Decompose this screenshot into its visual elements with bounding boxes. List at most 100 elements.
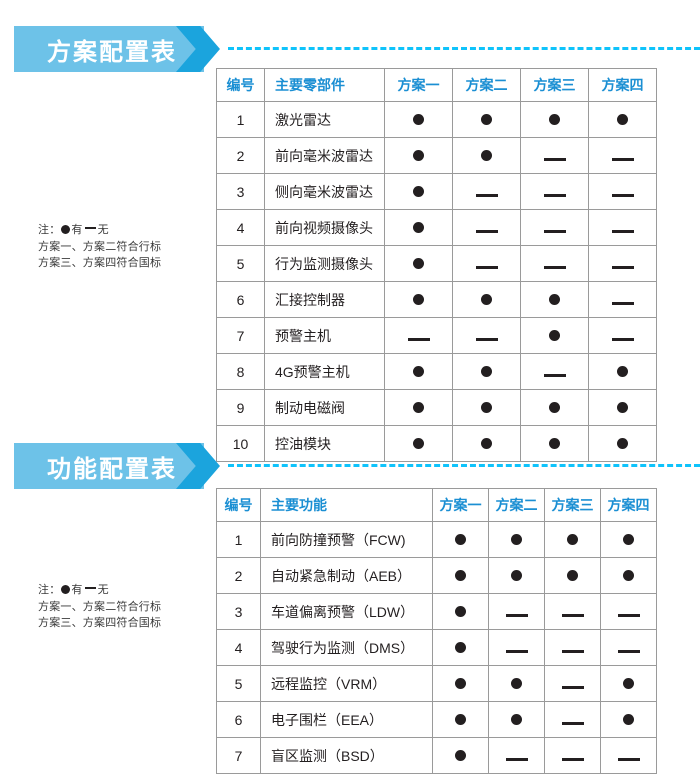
table-row: 6 汇接控制器 (216, 281, 657, 318)
cell-mark-plan-3 (544, 593, 601, 630)
supported-dot-icon (549, 437, 560, 449)
cell-mark-plan-2 (452, 317, 521, 354)
cell-mark-plan-3 (544, 557, 601, 594)
banner-body-components: 方案配置表 (14, 26, 204, 72)
supported-dot-icon (567, 569, 578, 581)
table-row: 1 前向防撞预警（FCW) (216, 521, 657, 558)
not-supported-dash-icon (617, 613, 640, 617)
cell-mark-plan-4 (588, 173, 657, 210)
cell-mark-plan-4 (600, 557, 657, 594)
not-supported-dash-icon (475, 193, 498, 197)
table-body-functions: 1 前向防撞预警（FCW) 2 自动紧急制动（AEB） 3 车道偏离预警（LDW） 4 驾驶行… (216, 521, 657, 774)
section-components: 方案配置表 (0, 26, 700, 72)
supported-dot-icon (413, 257, 424, 269)
cell-mark-plan-2 (488, 737, 545, 774)
column-header-name: 主要零部件 (264, 68, 385, 102)
cell-mark-plan-1 (384, 389, 453, 426)
supported-dot-icon (549, 401, 560, 413)
cell-mark-plan-1 (384, 245, 453, 282)
note-legend-line-components: 注： 有 无 (38, 222, 213, 239)
cell-name: 盲区监测（BSD） (260, 737, 433, 774)
cell-mark-plan-1 (432, 665, 489, 702)
cell-mark-plan-4 (600, 593, 657, 630)
cell-mark-plan-2 (452, 173, 521, 210)
cell-no: 3 (216, 593, 261, 630)
not-supported-dash-icon (561, 685, 584, 689)
not-supported-dash-icon (611, 229, 634, 233)
not-supported-dash-icon (561, 613, 584, 617)
cell-mark-plan-2 (488, 521, 545, 558)
not-supported-dash-icon (611, 193, 634, 197)
table-row: 4 驾驶行为监测（DMS） (216, 629, 657, 666)
cell-mark-plan-2 (488, 665, 545, 702)
not-supported-dash-icon (407, 337, 430, 341)
cell-mark-plan-3 (520, 317, 589, 354)
supported-dot-icon (549, 329, 560, 341)
cell-no: 1 (216, 101, 265, 138)
supported-dot-icon (455, 641, 466, 653)
table-row: 9 制动电磁阀 (216, 389, 657, 426)
table-row: 7 盲区监测（BSD） (216, 737, 657, 774)
table-row: 6 电子围栏（EEA） (216, 701, 657, 738)
cell-mark-plan-4 (600, 521, 657, 558)
cell-no: 3 (216, 173, 265, 210)
supported-dot-icon (481, 113, 492, 125)
cell-name: 4G预警主机 (264, 353, 385, 390)
supported-dot-icon (549, 293, 560, 305)
cell-mark-plan-2 (488, 629, 545, 666)
column-header-plan-1: 方案一 (432, 488, 489, 522)
supported-dot-icon (455, 533, 466, 545)
cell-name: 前向防撞预警（FCW) (260, 521, 433, 558)
cell-no: 2 (216, 137, 265, 174)
supported-dot-icon (413, 437, 424, 449)
not-supported-dash-icon (505, 649, 528, 653)
supported-dot-icon (481, 293, 492, 305)
note-suffix-components: 无 (97, 224, 109, 236)
column-header-plan-3: 方案三 (520, 68, 589, 102)
cell-mark-plan-1 (384, 137, 453, 174)
note-line-3-components: 方案三、方案四符合国标 (38, 257, 162, 269)
cell-mark-plan-1 (384, 209, 453, 246)
supported-dot-icon (617, 401, 628, 413)
cell-name: 控油模块 (264, 425, 385, 462)
cell-no: 7 (216, 317, 265, 354)
note-components: 注： 有 无 方案一、方案二符合行标 方案三、方案四符合国标 (38, 222, 213, 272)
cell-mark-plan-1 (432, 521, 489, 558)
supported-dot-icon (413, 401, 424, 413)
cell-mark-plan-4 (600, 665, 657, 702)
supported-dot-icon (511, 533, 522, 545)
supported-dot-icon (549, 113, 560, 125)
not-supported-dash-icon (475, 265, 498, 269)
supported-dot-icon (455, 605, 466, 617)
banner-dashed-line-components (228, 47, 700, 50)
cell-mark-plan-2 (452, 101, 521, 138)
table-row: 2 前向毫米波雷达 (216, 137, 657, 174)
cell-mark-plan-1 (384, 425, 453, 462)
column-header-no: 编号 (216, 68, 265, 102)
column-header-plan-2: 方案二 (452, 68, 521, 102)
table-body-components: 1 激光雷达 2 前向毫米波雷达 3 侧向毫米波雷达 4 前向视频摄像头 5 行为监测摄像头 6 汇接… (216, 101, 657, 462)
note-prefix-components: 注： (38, 224, 61, 236)
cell-mark-plan-4 (588, 137, 657, 174)
table-functions: 编号 主要功能 方案一 方案二 方案三 方案四 1 前向防撞预警（FCW) 2 自动紧… (216, 488, 657, 774)
table-header-row: 编号 主要功能 方案一 方案二 方案三 方案四 (216, 488, 657, 522)
note-mid-components: 有 (71, 224, 83, 236)
cell-no: 4 (216, 209, 265, 246)
supported-dot-icon (623, 533, 634, 545)
cell-mark-plan-2 (452, 137, 521, 174)
supported-dot-icon (623, 713, 634, 725)
cell-no: 6 (216, 701, 261, 738)
cell-name: 自动紧急制动（AEB） (260, 557, 433, 594)
cell-mark-plan-1 (432, 737, 489, 774)
table-row: 7 预警主机 (216, 317, 657, 354)
supported-dot-icon (413, 221, 424, 233)
cell-mark-plan-1 (384, 101, 453, 138)
supported-dot-icon (511, 569, 522, 581)
column-header-plan-4: 方案四 (588, 68, 657, 102)
note-line-2-functions: 方案一、方案二符合行标 (38, 600, 162, 613)
banner-body-functions: 功能配置表 (14, 443, 204, 489)
column-header-plan-2: 方案二 (488, 488, 545, 522)
not-supported-dash-icon (611, 337, 634, 341)
cell-name: 预警主机 (264, 317, 385, 354)
not-supported-dash-icon (611, 157, 634, 161)
